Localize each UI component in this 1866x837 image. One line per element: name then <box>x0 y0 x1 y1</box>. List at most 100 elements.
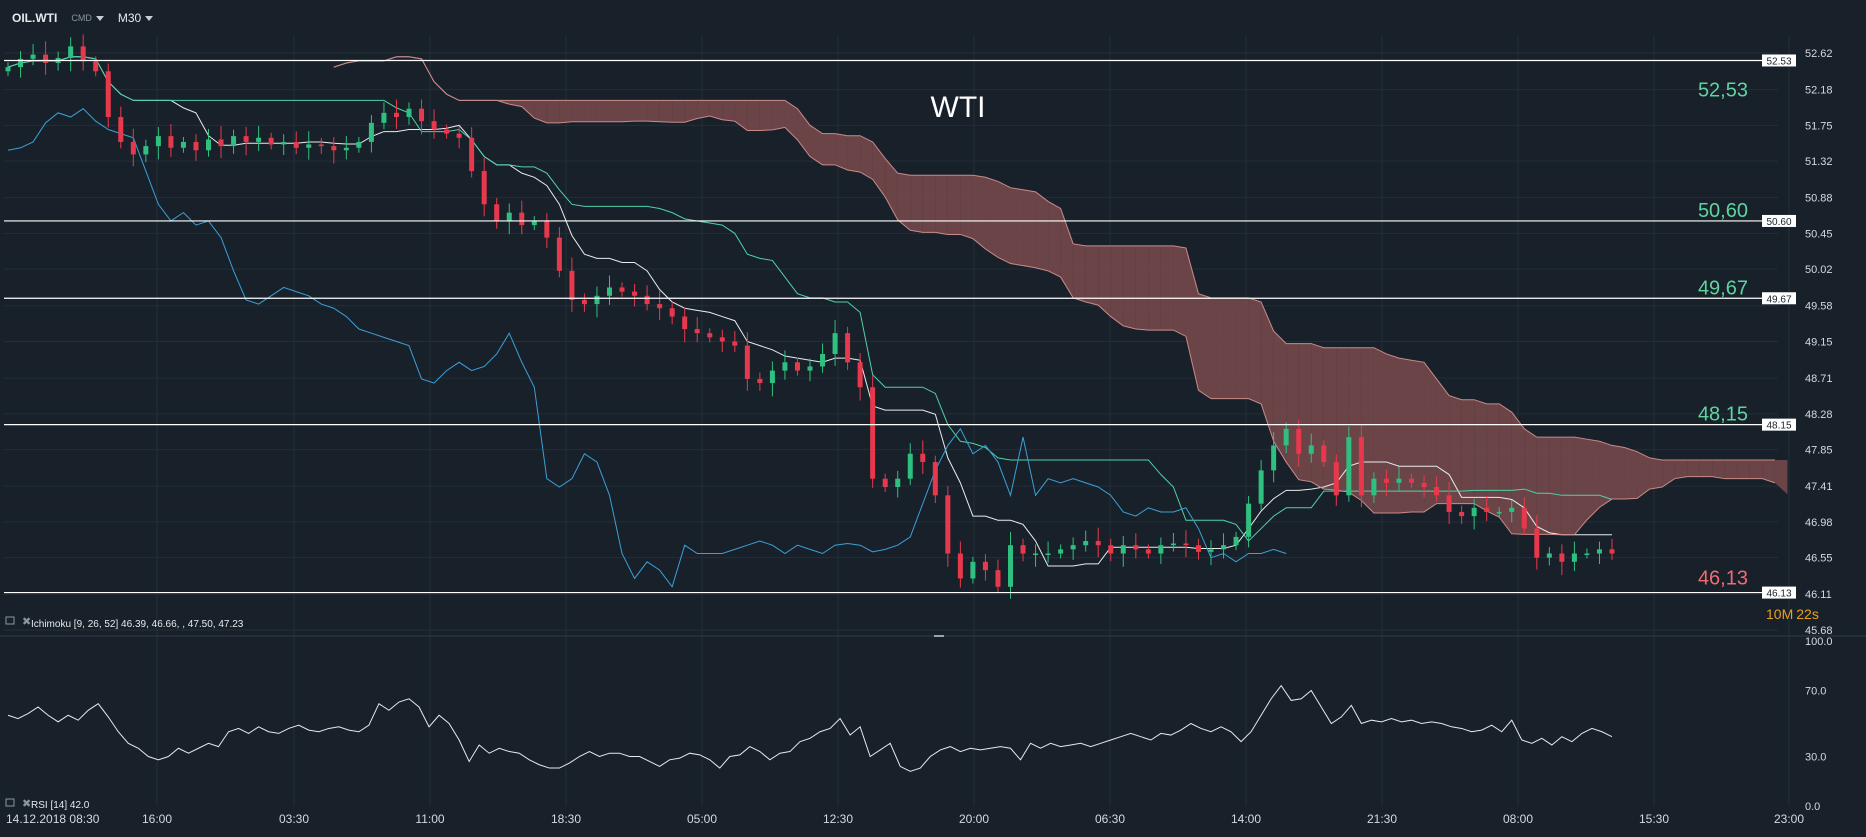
cloud-segment <box>697 100 710 119</box>
chevron-down-icon <box>95 16 104 22</box>
close-icon[interactable]: ✖ <box>22 616 31 628</box>
cloud-segment <box>1574 437 1587 535</box>
indicator-legend-rsi[interactable]: ✖ RSI [14] 42.0 <box>5 798 90 811</box>
candle-body <box>1070 545 1076 550</box>
indicator-settings-icon[interactable] <box>5 798 15 807</box>
candle-body <box>105 71 111 118</box>
cloud-segment <box>1248 297 1262 404</box>
candle-body <box>1346 437 1352 496</box>
candle-body <box>1571 553 1577 562</box>
candle-body <box>1509 507 1515 512</box>
chart-title: WTI <box>931 91 986 124</box>
cloud-segment <box>797 108 810 157</box>
cloud-segment <box>1160 245 1174 331</box>
candle-body <box>1045 553 1051 556</box>
candle-body <box>719 337 725 342</box>
x-tick-label: 14.12.2018 08:30 <box>6 812 100 826</box>
cloud-segment <box>634 100 648 122</box>
candle-body <box>556 237 562 271</box>
candle-body <box>293 141 299 148</box>
cloud-segment <box>1298 343 1312 482</box>
cloud-segment <box>684 100 698 123</box>
candle-body <box>93 61 99 72</box>
candle-body <box>820 353 826 367</box>
cloud-segment <box>584 100 597 122</box>
cloud-segment <box>1035 191 1049 271</box>
y-tick-label: 49.58 <box>1805 301 1833 313</box>
cloud-segment <box>1048 201 1061 278</box>
ichimoku-cloud <box>333 56 1788 535</box>
time-axis[interactable]: 14.12.2018 08:30 16:00 03:30 11:00 18:30 05:0… <box>6 812 1804 826</box>
candle-body <box>1409 478 1414 483</box>
level-label: 48,15 <box>1698 404 1748 426</box>
candle-body <box>356 141 362 148</box>
cloud-segment <box>1023 189 1036 268</box>
candle-body <box>807 366 813 371</box>
level-tag-bg <box>1762 54 1796 67</box>
candle-body <box>1296 428 1302 454</box>
y-tick-label: 47.85 <box>1805 445 1833 457</box>
candle-body <box>1120 545 1126 554</box>
cloud-segment <box>860 135 873 180</box>
rsi-y-tick-label: 70.0 <box>1805 686 1826 698</box>
x-tick-label: 18:30 <box>551 812 581 826</box>
level-tag-bg <box>1762 292 1796 305</box>
price-axis[interactable]: 52.62 52.18 51.75 51.32 50.88 50.45 50.02 49.58… <box>1805 48 1833 813</box>
candle-body <box>1170 543 1176 546</box>
candle-body <box>1471 507 1477 517</box>
cloud-segment <box>1311 343 1324 490</box>
cloud-segment <box>659 100 673 123</box>
x-tick-label: 05:00 <box>687 812 717 826</box>
cloud-segment <box>1286 343 1299 480</box>
horizontal-levels[interactable]: 52.53 52,53 50.60 50,60 49.67 49,67 48.15 48,15… <box>4 54 1796 600</box>
timeframe-dropdown[interactable]: M30 <box>118 11 154 25</box>
candle-body <box>1258 470 1264 504</box>
chevron-down-icon <box>145 16 154 22</box>
level-tag-bg <box>1762 586 1796 599</box>
level-label: 50,60 <box>1698 200 1748 222</box>
candle-body <box>18 58 24 68</box>
cloud-segment <box>1436 378 1450 504</box>
candle-body <box>1233 536 1239 546</box>
candle-body <box>1221 545 1227 550</box>
cloud-segment <box>1511 412 1525 535</box>
timer-seconds: 22 <box>1796 606 1812 622</box>
cloud-segment <box>672 100 685 123</box>
close-icon[interactable]: ✖ <box>22 798 31 810</box>
candle-body <box>318 144 324 147</box>
symbol-name[interactable]: OIL.WTI <box>12 11 58 25</box>
candle-body <box>1108 545 1114 554</box>
candle-body <box>682 316 688 330</box>
level-tag-bg <box>1762 214 1796 227</box>
cloud-segment <box>1586 439 1600 520</box>
candle-body <box>143 146 149 155</box>
candle-body <box>870 387 876 479</box>
candlestick-series <box>5 34 1615 599</box>
instrument-type-dropdown[interactable]: CMD <box>71 13 104 23</box>
candle-body <box>857 362 863 388</box>
level-tag: 52.53 <box>1766 56 1791 67</box>
cloud-segment <box>1424 362 1437 512</box>
x-tick-label: 03:30 <box>279 812 309 826</box>
level-label: 52,53 <box>1698 79 1748 101</box>
candle-body <box>1246 503 1252 537</box>
cloud-segment <box>1724 459 1738 479</box>
candle-body <box>1371 478 1377 496</box>
candle-body <box>1133 545 1139 550</box>
cloud-segment <box>1499 403 1512 534</box>
candle-body <box>1033 553 1039 556</box>
panel-resize-handle[interactable] <box>934 635 944 637</box>
candle-body <box>669 308 675 317</box>
timer-seconds-unit: s <box>1812 606 1819 622</box>
indicator-legend-ichimoku[interactable]: ✖ Ichimoku [9, 26, 52] 46.39, 46.66, , 4… <box>5 616 244 630</box>
cloud-segment <box>1561 437 1575 535</box>
cloud-segment <box>1223 297 1237 399</box>
y-tick-label: 49.15 <box>1805 337 1833 349</box>
cloud-segment <box>1699 459 1713 477</box>
indicator-settings-icon[interactable] <box>5 616 15 625</box>
rsi-y-tick-label: 100.0 <box>1805 636 1833 648</box>
rsi-line <box>7 684 1613 772</box>
cloud-segment <box>747 100 760 131</box>
candle-body <box>657 304 663 309</box>
